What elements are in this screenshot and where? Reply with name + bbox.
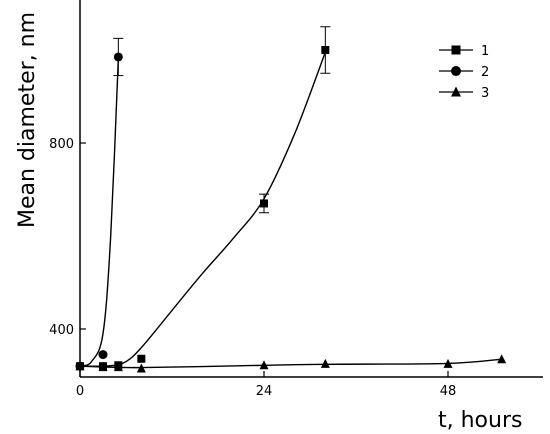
legend-marker-square — [451, 45, 461, 55]
legend-marker-triangle — [451, 86, 461, 97]
legend-entry-2: 2 — [439, 65, 489, 80]
x-axis-label: t, hours — [438, 408, 522, 433]
series-1-point — [260, 199, 268, 208]
axes — [79, 0, 543, 378]
y-tick-label: 800 — [49, 137, 74, 152]
y-tick-label: 400 — [49, 323, 74, 338]
legend-entry-1: 1 — [439, 44, 489, 59]
x-tick-label: 48 — [440, 384, 457, 399]
legend-label: 1 — [481, 44, 489, 59]
series-2-point — [113, 52, 123, 62]
legend-entry-3: 3 — [439, 86, 489, 101]
series-2-fit-curve — [79, 59, 119, 367]
tick-labels: 0 24 48 400 800 — [49, 137, 456, 399]
series-3-point — [497, 354, 507, 364]
fit-curves — [79, 52, 502, 369]
legend-label: 2 — [481, 65, 489, 80]
legend-label: 3 — [481, 86, 489, 101]
series-2-point — [98, 350, 108, 360]
series-3-point — [259, 360, 269, 370]
series-3-point — [75, 361, 85, 371]
series-3-point — [98, 362, 108, 372]
legend-marker-circle — [451, 66, 461, 76]
x-tick-label: 24 — [256, 384, 273, 399]
series-3-point — [320, 358, 330, 368]
x-tick-label: 0 — [76, 384, 84, 399]
y-axis-label: Mean diameter, nm — [15, 12, 40, 228]
legend: 1 2 3 — [439, 44, 489, 101]
series-1-point — [321, 46, 330, 54]
error-bars — [113, 26, 331, 214]
series-3-point — [113, 362, 123, 372]
data-markers — [75, 46, 507, 373]
series-3-point — [136, 363, 146, 373]
series-1-point — [137, 354, 146, 363]
series-3-point — [443, 358, 453, 368]
